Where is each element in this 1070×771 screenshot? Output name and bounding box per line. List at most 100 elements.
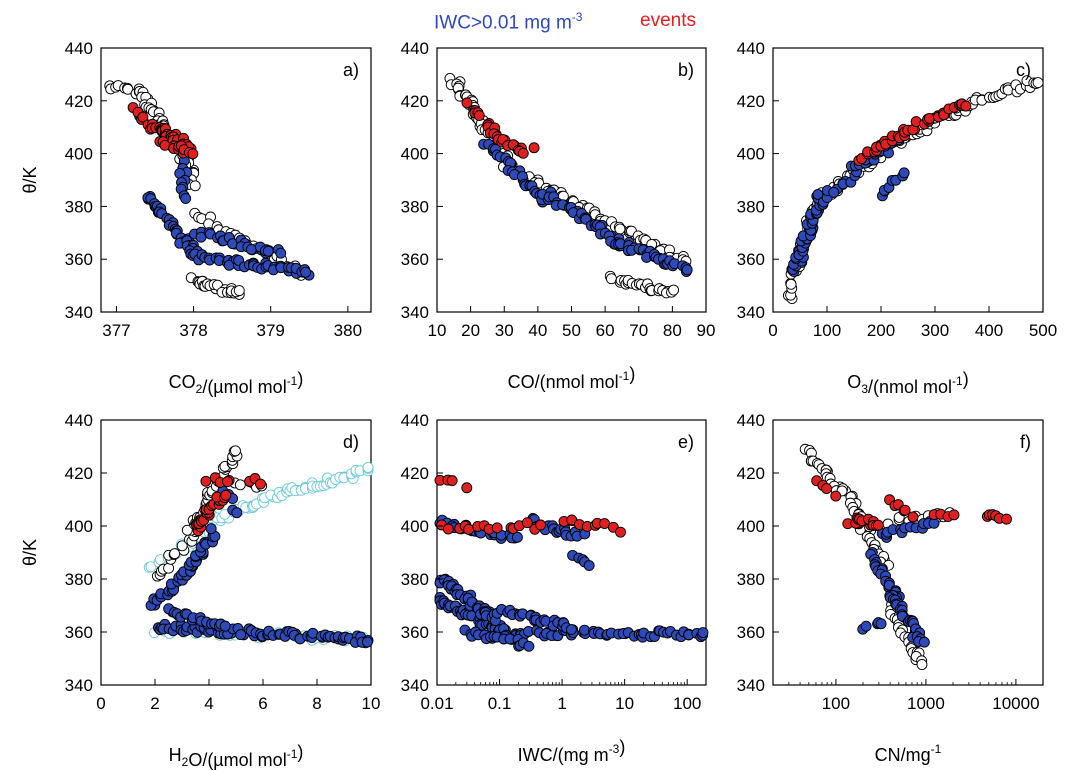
point-event <box>948 509 960 521</box>
point-iwc <box>579 624 590 636</box>
point-iwc <box>235 629 247 641</box>
y-tick-label: 380 <box>737 570 765 589</box>
x-tick-label: 90 <box>697 321 716 340</box>
point-event <box>907 511 919 523</box>
x-axis-label: CO2/(µmol mol-1) <box>169 369 304 397</box>
point-event <box>200 475 212 487</box>
x-tick-label: 380 <box>334 321 362 340</box>
data-points <box>434 474 709 652</box>
panel-label: e) <box>678 432 694 452</box>
y-tick-label: 380 <box>65 197 93 216</box>
point-event <box>872 519 884 531</box>
point-iwc <box>523 640 535 652</box>
data-points <box>143 445 374 649</box>
point-open <box>234 479 246 491</box>
x-axis-label: O3/(nmol mol-1) <box>847 369 968 397</box>
figure-legend: IWC>0.01 mg m-3 events <box>0 6 1070 40</box>
point-iwc <box>262 245 274 257</box>
x-tick-label: 40 <box>528 321 547 340</box>
x-tick-label: 0.01 <box>420 694 453 713</box>
y-tick-label: 380 <box>401 570 429 589</box>
y-tick-label: 440 <box>737 411 765 430</box>
point-iwc <box>205 523 217 535</box>
panel-1: 340 360 380 400 420 440 377 378 379 380 a) CO2/(µmo… <box>20 39 372 397</box>
point-open <box>1032 77 1044 89</box>
point-event <box>463 523 475 535</box>
point-cyan <box>362 461 374 473</box>
y-tick-label: 360 <box>65 623 93 642</box>
point-iwc <box>697 627 709 639</box>
x-tick-label: 10 <box>615 694 634 713</box>
plot-frame <box>772 419 1044 686</box>
x-tick-label: 60 <box>596 321 615 340</box>
point-iwc <box>180 193 192 204</box>
panel-label: f) <box>1020 432 1031 452</box>
x-tick-label: 70 <box>629 321 648 340</box>
x-tick-label: 50 <box>562 321 581 340</box>
point-event <box>821 483 833 495</box>
y-tick-label: 340 <box>737 303 765 322</box>
x-axis-label: H2O/(µmol mol-1) <box>169 742 304 770</box>
point-iwc <box>231 507 243 519</box>
point-open <box>230 445 241 457</box>
x-tick-label: 100 <box>813 321 841 340</box>
y-axis-label: θ/K <box>20 166 40 193</box>
point-event <box>517 147 529 159</box>
panel-label: b) <box>678 60 694 80</box>
x-tick-label: 379 <box>257 321 285 340</box>
point-event <box>528 142 540 154</box>
x-tick-label: 1 <box>557 694 566 713</box>
point-open <box>181 524 193 536</box>
panel-2: 340 360 380 400 420 440 10 20 30 40 50 60 70 80 90 b) CO… <box>401 39 716 392</box>
panel-label: c) <box>1016 60 1031 80</box>
plot-frame <box>436 419 707 686</box>
y-tick-label: 340 <box>401 676 429 695</box>
y-axis-label: θ/K <box>20 539 40 566</box>
point-iwc <box>219 620 231 632</box>
plot-frame <box>100 419 372 686</box>
x-tick-label: 10 <box>362 694 381 713</box>
y-tick-label: 400 <box>737 517 765 536</box>
point-open <box>163 562 175 574</box>
point-event <box>461 482 473 494</box>
point-event <box>521 517 533 529</box>
x-tick-label: 2 <box>150 694 159 713</box>
x-axis-label: CO/(nmol mol-1) <box>508 364 636 392</box>
point-event <box>830 490 842 502</box>
point-iwc <box>828 186 840 198</box>
point-open <box>614 223 626 235</box>
point-open <box>668 284 680 296</box>
y-tick-label: 420 <box>401 92 429 111</box>
y-tick-label: 400 <box>401 517 429 536</box>
point-event <box>960 100 972 112</box>
point-open <box>176 540 188 552</box>
data-points <box>799 443 1013 670</box>
y-tick-label: 420 <box>65 92 93 111</box>
point-event <box>473 110 485 122</box>
point-event <box>491 522 503 534</box>
x-axis-label: CN/mg-1 <box>875 742 942 765</box>
y-tick-label: 440 <box>401 411 429 430</box>
point-open <box>233 285 245 297</box>
data-points <box>104 80 315 300</box>
point-iwc <box>300 266 312 278</box>
y-tick-label: 360 <box>737 250 765 269</box>
y-tick-label: 360 <box>737 623 765 642</box>
y-tick-label: 440 <box>65 39 93 58</box>
y-tick-label: 400 <box>65 145 93 164</box>
data-points <box>444 72 693 299</box>
point-iwc <box>860 620 872 632</box>
x-axis-label: IWC/(mg m-3) <box>518 737 626 765</box>
x-tick-label: 100 <box>673 694 701 713</box>
point-iwc <box>918 636 930 648</box>
x-tick-label: 4 <box>204 694 213 713</box>
point-iwc <box>681 264 693 276</box>
y-tick-label: 420 <box>401 464 429 483</box>
y-tick-label: 380 <box>65 570 93 589</box>
point-event <box>255 478 266 490</box>
point-event <box>137 111 149 123</box>
y-tick-label: 380 <box>401 197 429 216</box>
panel-5: 340 360 380 400 420 440 0.01 0.1 1 10 100 e) IWC/(mg… <box>401 411 709 765</box>
y-tick-label: 400 <box>401 145 429 164</box>
